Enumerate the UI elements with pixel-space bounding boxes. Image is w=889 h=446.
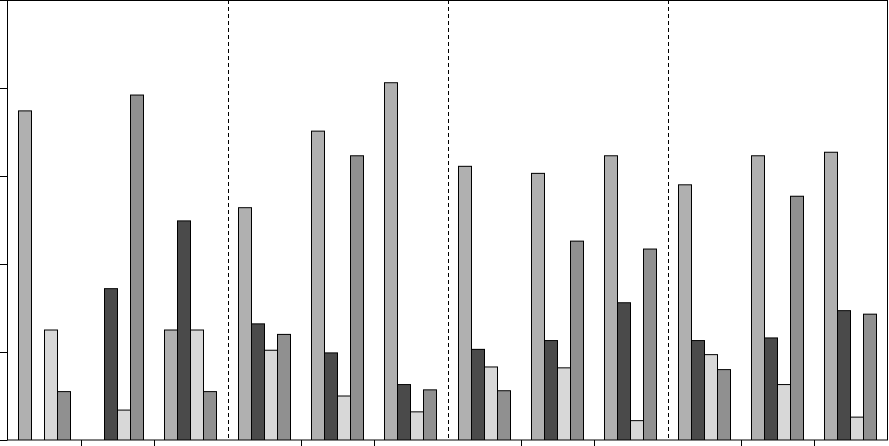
bar bbox=[324, 352, 338, 441]
bar bbox=[44, 329, 58, 441]
bar bbox=[397, 384, 411, 441]
bar bbox=[777, 384, 791, 441]
bar bbox=[497, 390, 511, 441]
bar bbox=[764, 337, 778, 441]
bar bbox=[177, 220, 191, 441]
bar bbox=[164, 329, 178, 441]
bar bbox=[824, 151, 838, 441]
bar bbox=[484, 366, 498, 441]
bar bbox=[384, 82, 398, 441]
bar bbox=[863, 313, 877, 441]
bar bbox=[557, 367, 571, 441]
bar bbox=[117, 409, 131, 441]
plot-frame bbox=[7, 0, 888, 441]
bar bbox=[691, 340, 705, 441]
bar bbox=[57, 391, 71, 441]
bar bbox=[264, 349, 278, 441]
bar bbox=[678, 184, 692, 441]
bar bbox=[643, 248, 657, 441]
bar bbox=[458, 165, 472, 441]
bar bbox=[570, 240, 584, 441]
bar bbox=[203, 391, 217, 441]
bar bbox=[604, 155, 618, 441]
bar bbox=[238, 207, 252, 441]
bar bbox=[630, 420, 644, 441]
bar bbox=[410, 411, 424, 441]
bar bbox=[790, 195, 804, 441]
bar bbox=[850, 416, 864, 441]
bar bbox=[130, 94, 144, 441]
bar bbox=[337, 395, 351, 441]
bar bbox=[531, 172, 545, 441]
bar bbox=[544, 340, 558, 441]
bar bbox=[311, 130, 325, 441]
bar bbox=[423, 389, 437, 441]
bar bbox=[251, 323, 265, 441]
bar bbox=[18, 110, 32, 441]
bar bbox=[751, 155, 765, 441]
bar bbox=[350, 155, 364, 441]
bar bbox=[277, 333, 291, 441]
bar bbox=[704, 354, 718, 441]
bar bbox=[471, 348, 485, 441]
bar bbox=[837, 310, 851, 441]
bar bbox=[190, 329, 204, 441]
bar bbox=[617, 302, 631, 441]
bar bbox=[104, 288, 118, 441]
bar bbox=[717, 369, 731, 441]
